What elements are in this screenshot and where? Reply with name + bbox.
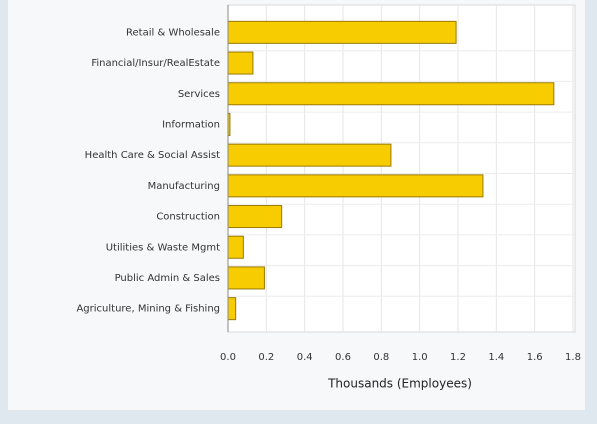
- x-tick-label: 1.8: [565, 352, 581, 363]
- x-tick-label: 1.4: [488, 352, 504, 363]
- y-tick-label: Retail & Wholesale: [126, 27, 220, 38]
- y-tick-label: Utilities & Waste Mgmt: [106, 242, 220, 253]
- bar: [227, 51, 254, 75]
- y-tick-label: Services: [178, 89, 220, 100]
- y-tick-label: Public Admin & Sales: [115, 273, 220, 284]
- bar: [227, 205, 283, 229]
- x-tick-label: 0.4: [297, 352, 313, 363]
- bar: [227, 174, 484, 198]
- y-tick-label: Financial/Insur/RealEstate: [91, 58, 220, 69]
- bar: [227, 82, 555, 106]
- x-tick-label: 0.2: [258, 352, 274, 363]
- x-tick-label: 0.0: [220, 352, 236, 363]
- x-tick-label: 1.2: [450, 352, 466, 363]
- bar: [227, 266, 265, 290]
- bar: [227, 235, 244, 259]
- y-tick-label: Information: [162, 119, 220, 130]
- bar: [227, 20, 457, 44]
- y-tick-label: Construction: [156, 212, 220, 223]
- x-tick-label: 0.6: [335, 352, 351, 363]
- y-tick-label: Health Care & Social Assist: [85, 150, 220, 161]
- x-tick-label: 1.6: [527, 352, 543, 363]
- bar: [227, 297, 237, 321]
- y-tick-label: Agriculture, Mining & Fishing: [76, 304, 220, 315]
- bar: [227, 143, 392, 167]
- x-tick-label: 0.8: [373, 352, 389, 363]
- x-tick-label: 1.0: [412, 352, 428, 363]
- y-tick-label: Manufacturing: [148, 181, 220, 192]
- x-axis-title: Thousands (Employees): [327, 377, 472, 391]
- plot-area: [227, 4, 576, 333]
